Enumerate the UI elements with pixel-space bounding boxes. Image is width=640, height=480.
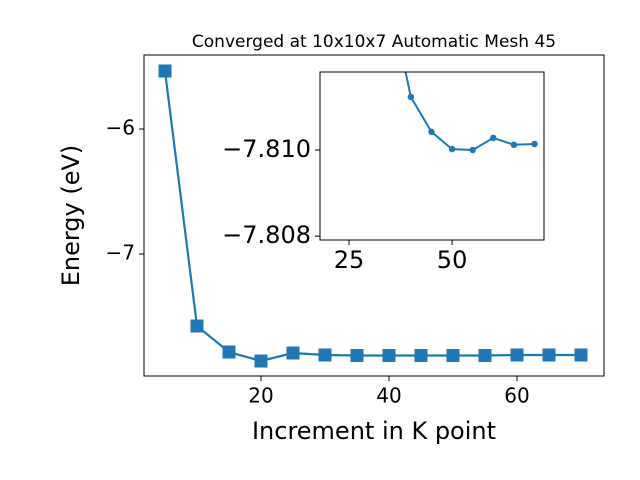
chart-title: Converged at 10x10x7 Automatic Mesh 45 [192,32,556,52]
series [158,64,588,368]
x-tick-label: 60 [504,384,529,408]
marker [382,349,396,362]
y-tick-label: −7 [106,241,135,265]
y-axis-label: Energy (eV) [57,145,85,287]
series [404,72,538,154]
x-tick-label: 20 [248,384,273,408]
x-tick-label: 40 [376,384,401,408]
marker [407,93,415,101]
data-line [404,72,535,151]
x-axis-label: Increment in K point [252,417,496,445]
marker [469,146,476,154]
marker [531,140,538,148]
marker [286,346,300,360]
marker [158,64,172,78]
y-tick-label: −6 [106,116,135,140]
marker [318,348,332,362]
x-tick-label: 25 [334,246,365,274]
marker [190,319,204,333]
x-tick-label: 50 [437,246,468,274]
marker [222,345,236,359]
marker [542,348,556,362]
y-tick-label: −7.810 [222,135,311,163]
y-tick-label: −7.808 [222,221,311,249]
marker [510,348,524,362]
marker [446,349,460,362]
marker [490,134,497,142]
marker [510,141,518,149]
marker [448,145,456,153]
marker [414,349,428,362]
marker [254,354,268,368]
axes-frame [143,54,605,377]
marker [574,348,588,362]
marker [428,128,435,136]
plot-area [320,72,544,240]
axes-frame [319,71,545,241]
marker [350,349,364,362]
marker [478,349,492,362]
